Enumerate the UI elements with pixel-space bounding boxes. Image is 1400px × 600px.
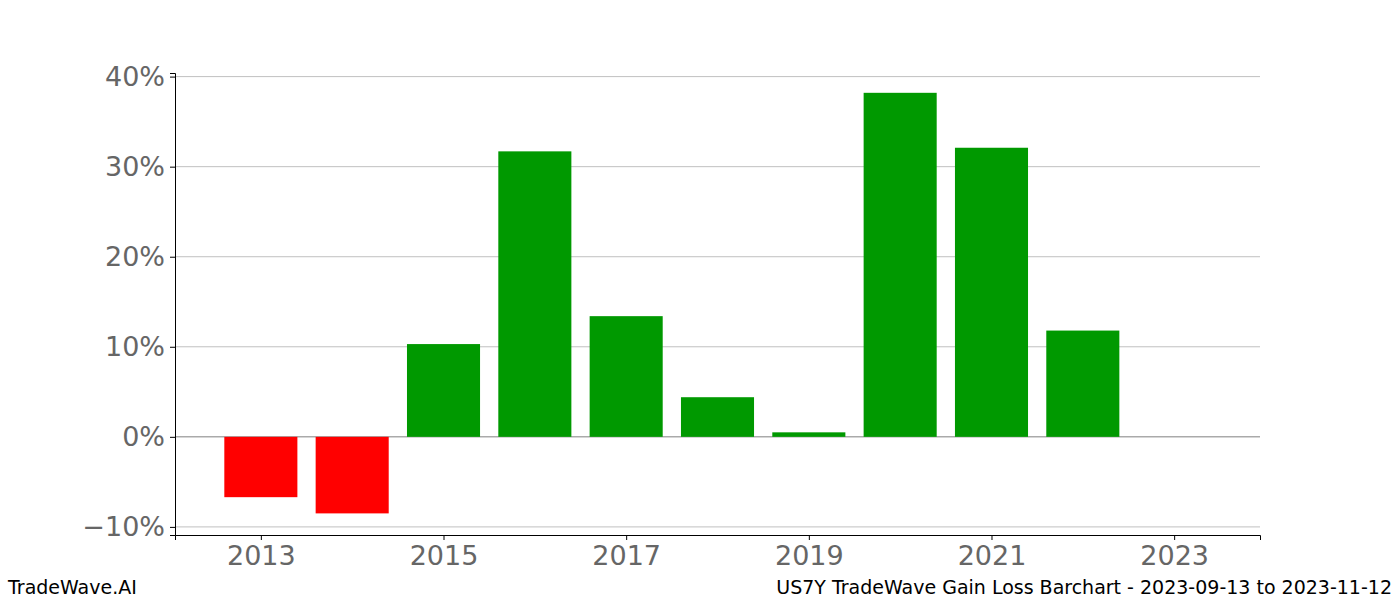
- title: US7Y TradeWave Gain Loss Barchart - 2023…: [776, 576, 1392, 598]
- grid: [175, 77, 1260, 527]
- y-tick: 10%: [105, 331, 175, 362]
- x-tick: 2017: [592, 535, 661, 571]
- x-tick-label: 2023: [1140, 540, 1209, 571]
- bar: [864, 93, 937, 437]
- y-tick: 0%: [122, 421, 175, 452]
- grid-line: [175, 166, 1260, 167]
- y-tick-label: 10%: [105, 331, 165, 362]
- y-tick-label: 0%: [122, 421, 165, 452]
- y-tick-label: 30%: [105, 151, 165, 182]
- chart: −10%0%10%20%30%40%2013201520172019202120…: [0, 0, 1400, 600]
- bar: [498, 151, 571, 436]
- bar: [772, 432, 845, 437]
- bar: [316, 437, 389, 514]
- x-tick: 2015: [410, 535, 479, 571]
- annotation: TradeWave.AI: [7, 576, 137, 598]
- y-axis: −10% 0% 10% 20% 30% 40%: [82, 61, 175, 542]
- x-tick-label: 2019: [775, 540, 844, 571]
- x-tick: 2013: [227, 535, 296, 571]
- y-tick-mark: [170, 77, 175, 78]
- y-tick: 30%: [105, 151, 175, 182]
- y-tick-mark: [170, 437, 175, 438]
- y-tick: −10%: [82, 511, 175, 542]
- y-tick: 20%: [105, 241, 175, 272]
- x-axis-line: [176, 536, 1261, 541]
- bar: [681, 397, 754, 437]
- bar: [955, 148, 1028, 437]
- bars: [224, 93, 1119, 514]
- y-tick-mark: [170, 257, 175, 258]
- y-axis-line: [170, 74, 176, 536]
- x-tick: 2021: [958, 535, 1027, 571]
- x-tick-label: 2017: [592, 540, 661, 571]
- grid-line: [175, 526, 1260, 527]
- y-tick-mark: [170, 347, 175, 348]
- x-tick: 2023: [1140, 535, 1209, 571]
- bar: [407, 344, 480, 437]
- x-tick: 2019: [775, 535, 844, 571]
- grid-line: [175, 256, 1260, 257]
- y-tick-mark: [170, 527, 175, 528]
- y-tick-label: 40%: [105, 61, 165, 92]
- y-tick-label: 20%: [105, 241, 165, 272]
- y-tick-mark: [170, 167, 175, 168]
- y-tick-label: −10%: [82, 511, 165, 542]
- x-tick-label: 2013: [227, 540, 296, 571]
- x-axis: 2013 2015 2017 2019 2021 2023: [176, 535, 1261, 571]
- y-tick: 40%: [105, 61, 175, 92]
- bar: [224, 437, 297, 497]
- bar: [590, 316, 663, 437]
- bar: [1046, 331, 1119, 437]
- grid-line: [175, 76, 1260, 77]
- x-tick-label: 2015: [410, 540, 479, 571]
- x-tick-label: 2021: [958, 540, 1027, 571]
